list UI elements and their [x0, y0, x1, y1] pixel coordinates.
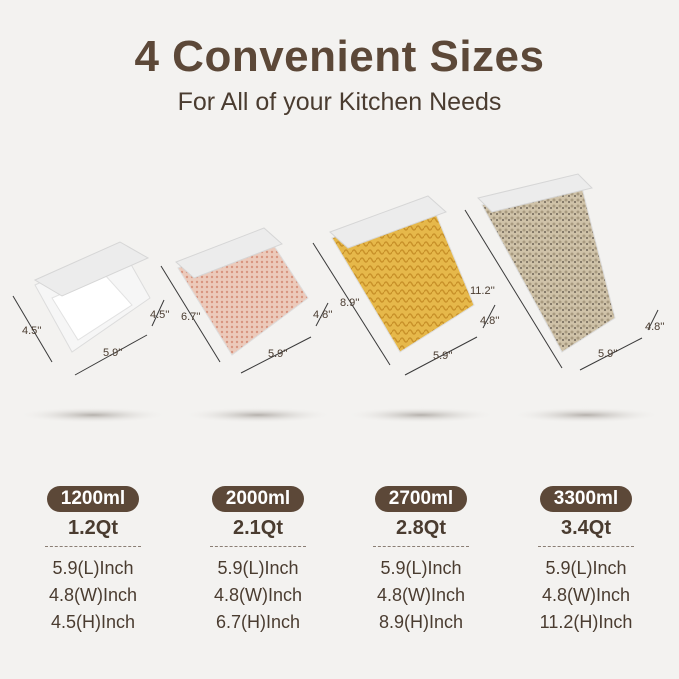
dim-width-3: 4.8'' [480, 315, 500, 327]
width-spec: 4.8(W)Inch [376, 585, 466, 605]
height-spec: 4.5(H)Inch [50, 612, 136, 632]
capacity-badge: 1200ml [46, 486, 140, 512]
container-2700ml [329, 195, 475, 353]
dim-height-1: 4.5'' [22, 325, 42, 337]
dim-length-4: 5.9'' [598, 348, 618, 360]
height-spec: 6.7(H)Inch [215, 612, 301, 632]
dim-length-1: 5.9'' [103, 347, 123, 359]
spec-column-3300ml: 3300ml 3.4Qt 5.9(L)Inch 4.8(W)Inch 11.2(… [506, 486, 666, 636]
spec-column-1200ml: 1200ml 1.2Qt 5.9(L)Inch 4.8(W)Inch 4.5(H… [13, 486, 173, 636]
page-subtitle: For All of your Kitchen Needs [177, 88, 502, 116]
quarts: 2.8Qt [395, 517, 447, 539]
dim-width-1: 4.5'' [150, 309, 170, 321]
dimension-lines [12, 209, 659, 376]
quarts: 3.4Qt [560, 517, 612, 539]
dim-height-3: 8.9'' [340, 297, 360, 309]
capacity-badge: 2000ml [211, 486, 305, 512]
width-spec: 4.8(W)Inch [48, 585, 138, 605]
capacity-badge: 3300ml [539, 486, 633, 512]
height-spec: 8.9(H)Inch [378, 612, 464, 632]
container-3300ml [477, 173, 616, 353]
divider [45, 546, 141, 547]
page-title: 4 Convenient Sizes [134, 32, 545, 81]
container-1200ml [33, 241, 151, 353]
dim-width-4: 4.8'' [645, 321, 665, 333]
width-spec: 4.8(W)Inch [213, 585, 303, 605]
length-spec: 5.9(L)Inch [217, 558, 299, 578]
capacity-badge: 2700ml [374, 486, 468, 512]
dim-length-2: 5.9'' [268, 348, 288, 360]
shadow [511, 407, 661, 423]
height-spec: 11.2(H)Inch [539, 612, 633, 632]
length-spec: 5.9(L)Inch [52, 558, 134, 578]
shadow [346, 407, 496, 423]
shadow [183, 407, 333, 423]
dim-width-2: 4.8'' [313, 309, 333, 321]
divider [538, 546, 634, 547]
length-spec: 5.9(L)Inch [545, 558, 627, 578]
spec-column-2700ml: 2700ml 2.8Qt 5.9(L)Inch 4.8(W)Inch 8.9(H… [341, 486, 501, 636]
shadow [18, 407, 168, 423]
dim-length-3: 5.9'' [433, 350, 453, 362]
dim-height-4: 11.2'' [470, 285, 495, 297]
quarts: 1.2Qt [67, 517, 119, 539]
container-2000ml [175, 227, 309, 356]
length-spec: 5.9(L)Inch [380, 558, 462, 578]
quarts: 2.1Qt [232, 517, 284, 539]
dim-height-2: 6.7'' [181, 311, 201, 323]
divider [210, 546, 306, 547]
width-spec: 4.8(W)Inch [541, 585, 631, 605]
divider [373, 546, 469, 547]
spec-column-2000ml: 2000ml 2.1Qt 5.9(L)Inch 4.8(W)Inch 6.7(H… [178, 486, 338, 636]
